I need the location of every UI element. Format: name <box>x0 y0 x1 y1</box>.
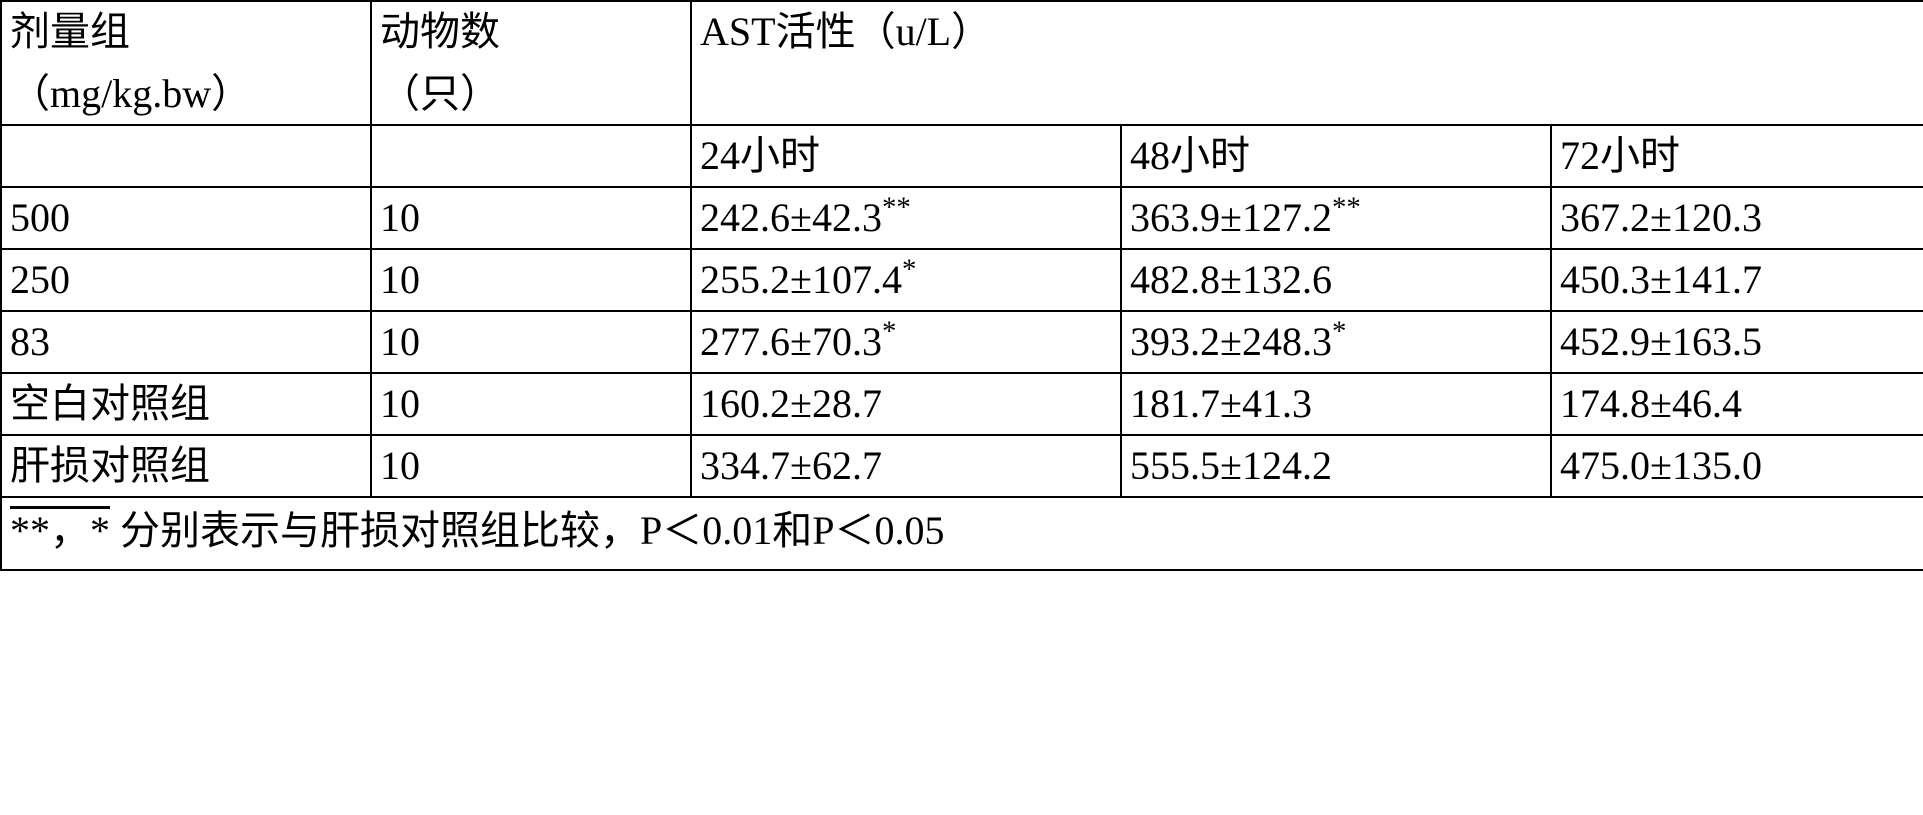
dose-cell: 83 <box>1 311 371 373</box>
value-72h-cell: 174.8±46.4 <box>1551 373 1923 435</box>
table-subheader-row: 24小时48小时72小时 <box>1 125 1923 187</box>
table-row: 肝损对照组10334.7±62.7555.5±124.2475.0±135.0 <box>1 435 1923 497</box>
value-24h-cell: 334.7±62.7 <box>691 435 1121 497</box>
table-row: 25010255.2±107.4*482.8±132.6450.3±141.7 <box>1 249 1923 311</box>
value-48h-cell: 181.7±41.3 <box>1121 373 1551 435</box>
significance-marker: * <box>882 316 896 348</box>
empty-cell <box>1 125 371 187</box>
col-header-72h: 72小时 <box>1551 125 1923 187</box>
col-header-dose: 剂量组（mg/kg.bw） <box>1 1 371 125</box>
significance-marker: * <box>902 254 916 286</box>
value-24h-cell: 255.2±107.4* <box>691 249 1121 311</box>
footnote-text: 分别表示与肝损对照组比较，P＜0.01和P＜0.05 <box>110 508 945 553</box>
dose-cell: 500 <box>1 187 371 249</box>
value-72h-cell: 475.0±135.0 <box>1551 435 1923 497</box>
table-row: 空白对照组10160.2±28.7181.7±41.3174.8±46.4 <box>1 373 1923 435</box>
col-header-48h: 48小时 <box>1121 125 1551 187</box>
value-72h-cell: 452.9±163.5 <box>1551 311 1923 373</box>
dose-cell: 肝损对照组 <box>1 435 371 497</box>
value-24h-cell: 242.6±42.3** <box>691 187 1121 249</box>
table-container: 剂量组（mg/kg.bw）动物数（只）AST活性（u/L）24小时48小时72小… <box>0 0 1923 571</box>
value-48h-cell: 555.5±124.2 <box>1121 435 1551 497</box>
significance-marker: ** <box>882 192 911 224</box>
col-header-24h: 24小时 <box>691 125 1121 187</box>
value-24h-cell: 160.2±28.7 <box>691 373 1121 435</box>
footnote-row: **，* 分别表示与肝损对照组比较，P＜0.01和P＜0.05 <box>1 497 1923 570</box>
table-row: 8310277.6±70.3*393.2±248.3*452.9±163.5 <box>1 311 1923 373</box>
animal-count-cell: 10 <box>371 435 691 497</box>
animal-count-cell: 10 <box>371 373 691 435</box>
value-48h-cell: 363.9±127.2** <box>1121 187 1551 249</box>
ast-activity-table: 剂量组（mg/kg.bw）动物数（只）AST活性（u/L）24小时48小时72小… <box>0 0 1923 571</box>
empty-cell <box>371 125 691 187</box>
dose-cell: 250 <box>1 249 371 311</box>
animal-count-cell: 10 <box>371 311 691 373</box>
footnote-cell: **，* 分别表示与肝损对照组比较，P＜0.01和P＜0.05 <box>1 497 1923 570</box>
significance-marker: * <box>1332 316 1346 348</box>
animal-count-cell: 10 <box>371 249 691 311</box>
value-72h-cell: 367.2±120.3 <box>1551 187 1923 249</box>
value-72h-cell: 450.3±141.7 <box>1551 249 1923 311</box>
value-24h-cell: 277.6±70.3* <box>691 311 1121 373</box>
animal-count-cell: 10 <box>371 187 691 249</box>
table-header-row: 剂量组（mg/kg.bw）动物数（只）AST活性（u/L） <box>1 1 1923 125</box>
col-header-ast: AST活性（u/L） <box>691 1 1923 125</box>
table-row: 50010242.6±42.3**363.9±127.2**367.2±120.… <box>1 187 1923 249</box>
col-header-animal-count: 动物数（只） <box>371 1 691 125</box>
footnote-stars: **，* <box>10 506 110 551</box>
dose-cell: 空白对照组 <box>1 373 371 435</box>
significance-marker: ** <box>1332 192 1361 224</box>
value-48h-cell: 393.2±248.3* <box>1121 311 1551 373</box>
value-48h-cell: 482.8±132.6 <box>1121 249 1551 311</box>
